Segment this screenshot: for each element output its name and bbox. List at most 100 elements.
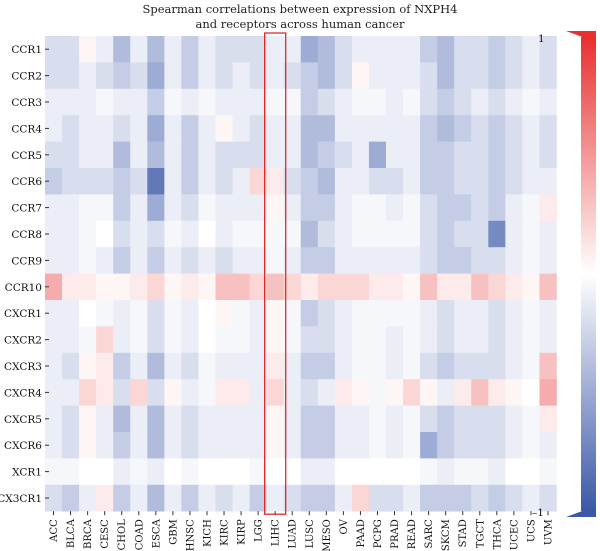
heatmap-cell-ccr7-esca — [147, 194, 165, 222]
column-label-ov: OV — [339, 518, 350, 534]
heatmap-cell-cxcr1-esca — [147, 300, 165, 327]
heatmap-cell-cxcr2-paad — [351, 326, 370, 354]
heatmap-cell-ccr9-chol — [113, 247, 131, 274]
row-label-ccr4: CCR4 — [11, 123, 42, 135]
heatmap-cell-ccr5-kirp — [232, 141, 250, 169]
column-label-brca: BRCA — [83, 518, 94, 549]
heatmap-cell-cxcr6-ucs — [522, 432, 540, 459]
heatmap-cell-ccr1-sarc — [420, 36, 438, 63]
heatmap-cell-ccr10-luad — [283, 273, 302, 301]
heatmap-cell-cxcr2-ucec — [505, 326, 523, 354]
heatmap-cell-cxcr1-sarc — [420, 300, 438, 327]
heatmap-cell-ccr6-sarc — [420, 168, 438, 195]
heatmap-cell-ccr10-acc — [45, 273, 63, 301]
heatmap-cells — [45, 36, 557, 512]
heatmap-cell-ccr3-gbm — [164, 88, 182, 116]
heatmap-cell-cxcr4-ucs — [522, 379, 540, 406]
column-label-kich: KICH — [202, 519, 213, 547]
heatmap-cell-ccr9-tgct — [471, 247, 489, 274]
chart-title-line-1: Spearman correlations between expression… — [142, 2, 458, 16]
heatmap-cell-ccr2-meso — [317, 62, 336, 90]
heatmap-cell-ccr8-acc — [45, 220, 63, 248]
heatmap-cell-cx3cr1-kirc — [215, 484, 233, 512]
heatmap-cell-ccr9-sarc — [420, 247, 438, 274]
heatmap-cell-cxcr5-lihc — [266, 405, 284, 433]
heatmap-cell-ccr8-lihc — [266, 220, 284, 248]
heatmap-cell-ccr10-ucec — [505, 273, 523, 301]
heatmap-cell-ccr5-pcpg — [368, 141, 387, 169]
heatmap-cell-ccr8-blca — [62, 220, 80, 248]
heatmap-cell-cx3cr1-coad — [130, 484, 148, 512]
chart-title-line-2: and receptors across human cancer — [195, 17, 405, 31]
row-label-cxcr2: CXCR2 — [4, 335, 42, 347]
heatmap-cell-ccr1-lihc — [266, 36, 284, 63]
heatmap-cell-ccr10-prad — [386, 273, 404, 301]
heatmap-cell-cx3cr1-lusc — [300, 484, 319, 512]
heatmap-cell-cxcr2-stad — [454, 326, 472, 354]
heatmap-cell-ccr6-gbm — [164, 168, 182, 195]
row-label-ccr7: CCR7 — [11, 203, 42, 215]
heatmap-cell-ccr6-blca — [62, 168, 80, 195]
heatmap-cell-cxcr1-hnsc — [181, 300, 199, 327]
heatmap-cell-ccr7-blca — [62, 194, 80, 222]
heatmap-cell-ccr10-paad — [351, 273, 370, 301]
heatmap-cell-cx3cr1-read — [403, 484, 421, 512]
heatmap-cell-ccr1-acc — [45, 36, 63, 63]
heatmap-cell-ccr10-hnsc — [181, 273, 199, 301]
heatmap-cell-cxcr3-kirp — [232, 352, 250, 380]
heatmap-cell-ccr6-skcm — [437, 168, 455, 195]
heatmap-cell-ccr10-sarc — [420, 273, 438, 301]
heatmap-cell-cxcr6-thca — [488, 432, 506, 459]
heatmap-cell-cxcr1-luad — [283, 300, 302, 327]
heatmap-cell-ccr5-skcm — [437, 141, 455, 169]
heatmap-cell-ccr8-esca — [147, 220, 165, 248]
heatmap-cell-ccr1-chol — [113, 36, 131, 63]
heatmap-cell-ccr8-kich — [198, 220, 216, 248]
heatmap-cell-cxcr5-blca — [62, 405, 80, 433]
heatmap-cell-cxcr4-lusc — [300, 379, 319, 406]
heatmap-cell-cx3cr1-esca — [147, 484, 165, 512]
heatmap-cell-ccr4-gbm — [164, 115, 182, 142]
heatmap-cell-ccr7-tgct — [471, 194, 489, 222]
heatmap-cell-ccr4-pcpg — [368, 115, 387, 142]
heatmap-cell-cxcr1-acc — [45, 300, 63, 327]
heatmap-cell-cx3cr1-brca — [79, 484, 97, 512]
heatmap-cell-ccr2-blca — [62, 62, 80, 90]
heatmap-cell-ccr2-read — [403, 62, 421, 90]
heatmap-cell-ccr10-coad — [130, 273, 148, 301]
heatmap-cell-cx3cr1-ov — [334, 484, 353, 512]
heatmap-cell-cxcr5-paad — [351, 405, 370, 433]
heatmap-cell-ccr2-uvm — [539, 62, 557, 90]
heatmap-cell-cxcr5-coad — [130, 405, 148, 433]
column-label-luad: LUAD — [288, 519, 299, 548]
row-label-cxcr3: CXCR3 — [4, 361, 42, 373]
heatmap-cell-ccr8-skcm — [437, 220, 455, 248]
heatmap-cell-ccr8-ucs — [522, 220, 540, 248]
heatmap-cell-cxcr2-prad — [386, 326, 404, 354]
heatmap-cell-ccr1-cesc — [96, 36, 114, 63]
heatmap-cell-ccr1-hnsc — [181, 36, 199, 63]
heatmap-cell-cxcr4-ucec — [505, 379, 523, 406]
heatmap-cell-cxcr2-gbm — [164, 326, 182, 354]
heatmap-cell-ccr2-hnsc — [181, 62, 199, 90]
heatmap-cell-ccr8-uvm — [539, 220, 557, 248]
heatmap-cell-ccr3-esca — [147, 88, 165, 116]
column-label-cesc: CESC — [100, 519, 111, 549]
heatmap-cell-ccr2-coad — [130, 62, 148, 90]
heatmap-cell-ccr9-ucs — [522, 247, 540, 274]
heatmap-cell-ccr8-kirc — [215, 220, 233, 248]
row-label-cxcr4: CXCR4 — [4, 387, 42, 399]
heatmap-cell-ccr3-lihc — [266, 88, 284, 116]
heatmap-cell-ccr9-read — [403, 247, 421, 274]
heatmap-cell-ccr10-meso — [317, 273, 336, 301]
heatmap-cell-ccr10-read — [403, 273, 421, 301]
heatmap-cell-ccr5-lgg — [249, 141, 267, 169]
heatmap-cell-ccr4-skcm — [437, 115, 455, 142]
heatmap-cell-cxcr3-brca — [79, 352, 97, 380]
heatmap-cell-ccr10-lgg — [249, 273, 267, 301]
heatmap-cell-cxcr5-acc — [45, 405, 63, 433]
heatmap-cell-ccr6-kirp — [232, 168, 250, 195]
heatmap-cell-xcr1-gbm — [164, 458, 182, 486]
heatmap-cell-ccr2-paad — [351, 62, 370, 90]
heatmap-cell-ccr5-esca — [147, 141, 165, 169]
